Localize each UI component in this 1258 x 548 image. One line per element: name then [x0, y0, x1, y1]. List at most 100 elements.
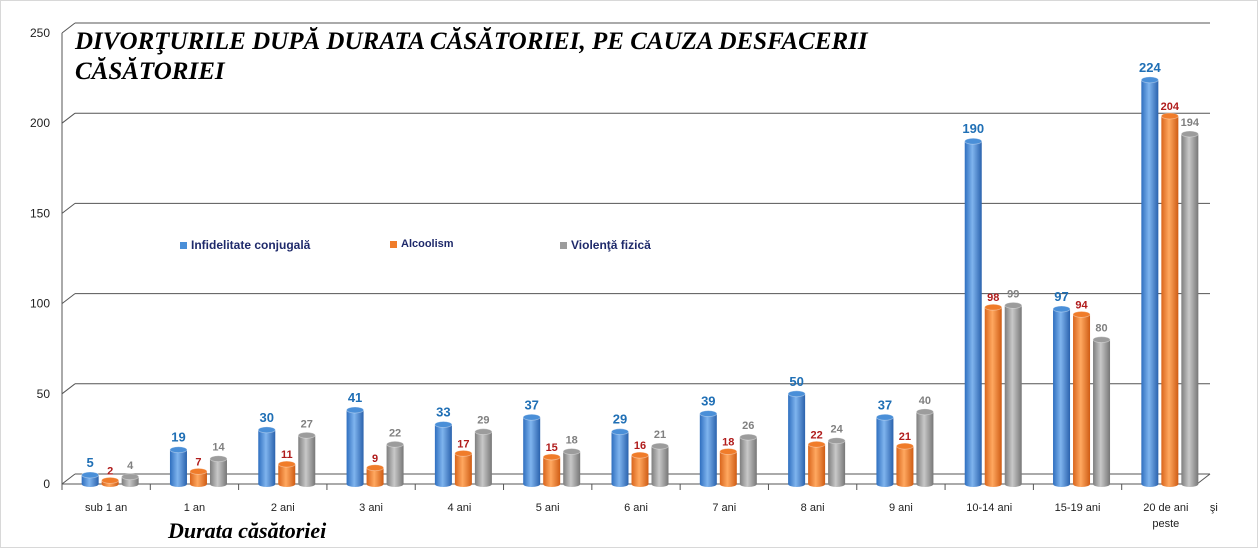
data-label: 41: [348, 390, 362, 405]
gridline-slant: [61, 203, 76, 214]
bar: [719, 451, 737, 484]
floor-edge: [1196, 473, 1211, 485]
data-label: 22: [389, 427, 401, 439]
bar-base: [828, 481, 846, 487]
bar-base: [1181, 481, 1199, 487]
bar: [474, 431, 492, 484]
bar-top: [1160, 112, 1179, 120]
bar-top: [434, 421, 453, 428]
legend-label: Alcoolism: [401, 238, 454, 250]
y-tick-label: 150: [30, 206, 50, 220]
bar: [366, 467, 384, 484]
data-label: 17: [457, 438, 469, 450]
x-axis-title: Durata căsătoriei: [168, 518, 327, 543]
x-tick-label: 8 ani: [801, 502, 825, 514]
data-label: 27: [301, 418, 313, 430]
data-label: 37: [878, 397, 892, 412]
bar-top: [277, 460, 296, 468]
bar-top: [454, 449, 473, 457]
bar: [631, 455, 649, 484]
bar: [278, 464, 296, 484]
bar: [189, 471, 207, 484]
bar-base: [1141, 481, 1159, 487]
bar-top: [699, 410, 718, 418]
data-label: 22: [810, 429, 822, 441]
bar-base: [366, 481, 384, 487]
data-label: 5: [87, 455, 94, 470]
data-label: 94: [1075, 299, 1088, 311]
bar-base: [258, 481, 276, 487]
x-tick-label: sub 1 an: [85, 502, 127, 514]
y-tick-label: 50: [37, 387, 51, 401]
data-label: 29: [477, 415, 489, 427]
chart-title: DIVORŢURILE DUPĂ DURATA CĂSĂTORIEI, PE C…: [75, 28, 868, 85]
x-tick-label: 2 ani: [271, 502, 295, 514]
bar: [611, 431, 629, 484]
legend-label: Infidelitate conjugală: [191, 238, 311, 252]
bar-base: [474, 481, 492, 487]
bar-top: [719, 448, 738, 455]
data-label: 224: [1139, 60, 1161, 75]
bar: [81, 474, 99, 484]
data-label: 37: [524, 397, 538, 412]
bar: [1141, 79, 1159, 485]
data-label: 80: [1095, 323, 1107, 335]
bar-top: [297, 431, 316, 439]
data-label: 30: [260, 410, 274, 425]
bar-base: [543, 481, 561, 487]
x-tick-label: 20 de ani: [1143, 502, 1188, 514]
bar-base: [739, 481, 757, 487]
bar-base: [563, 481, 581, 487]
x-tick-label: 1 an: [184, 502, 205, 514]
bar: [876, 417, 894, 484]
y-tick-label: 100: [30, 297, 50, 311]
bar-top: [386, 440, 404, 448]
bar-top: [1180, 130, 1199, 138]
y-tick-label: 0: [43, 477, 50, 491]
bar-top: [101, 476, 120, 484]
data-label: 40: [919, 395, 931, 407]
bar-top: [611, 428, 629, 436]
bar: [896, 446, 914, 484]
data-label: 99: [1007, 288, 1019, 300]
bar: [1053, 309, 1071, 484]
bar-top: [209, 455, 228, 463]
bar: [346, 410, 364, 484]
data-label: 4: [127, 460, 134, 472]
bar: [1181, 134, 1199, 485]
bar-base: [699, 481, 717, 487]
bar-base: [454, 481, 472, 487]
bar-top: [474, 428, 493, 436]
legend-label: Violenţă fizică: [571, 238, 651, 252]
x-tick-label: 15-19 ani: [1055, 502, 1101, 514]
legend-item-alcoolism: Alcoolism: [390, 238, 454, 250]
data-label: 15: [546, 442, 558, 454]
gridline-slant: [61, 473, 76, 485]
data-label: 18: [566, 435, 578, 447]
x-tick-label: 3 ani: [359, 502, 383, 514]
bar-top: [1072, 311, 1091, 318]
bar-top: [827, 437, 846, 445]
bar: [258, 429, 276, 484]
gridline-slant: [61, 293, 76, 304]
legend-swatch: [560, 241, 567, 249]
bar-base: [984, 481, 1002, 487]
bar-base: [916, 481, 934, 487]
data-label: 21: [899, 431, 911, 443]
bar: [739, 437, 757, 484]
bar-top: [1092, 336, 1111, 344]
bar-base: [1161, 481, 1179, 487]
legend-item-infidelitate: Infidelitate conjugală: [180, 238, 310, 252]
bar: [984, 307, 1002, 484]
legend-swatch: [180, 241, 187, 249]
bar: [699, 413, 717, 484]
data-label: 194: [1181, 117, 1200, 129]
bar-base: [523, 481, 541, 487]
bar: [828, 440, 846, 484]
bar-top: [1004, 302, 1023, 309]
bar-top: [1140, 76, 1159, 84]
data-label: 39: [701, 394, 715, 409]
data-label: 14: [212, 442, 225, 454]
bar: [209, 458, 227, 484]
data-label: 18: [722, 437, 734, 449]
